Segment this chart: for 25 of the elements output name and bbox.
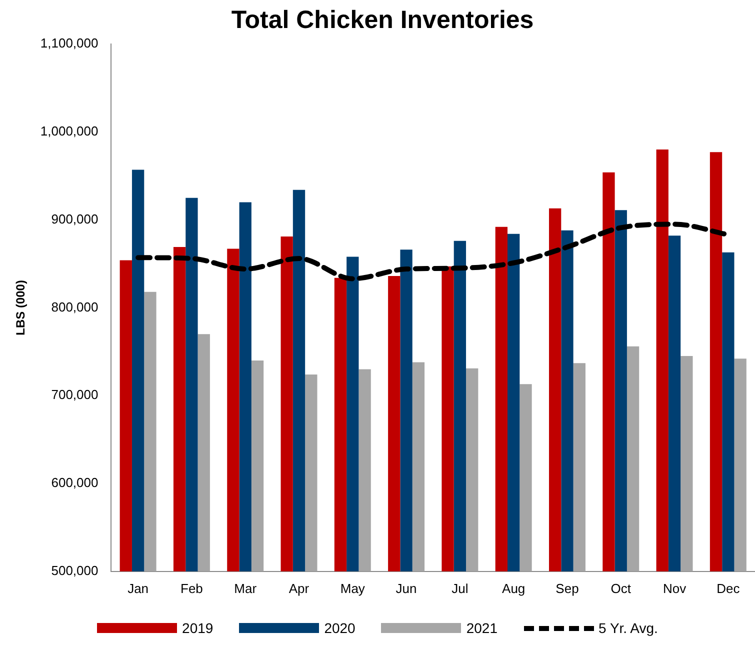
- series-label: 2019: [182, 620, 214, 636]
- x-tick-label: Oct: [610, 580, 632, 596]
- legend-label: 5 Yr. Avg.: [598, 620, 658, 636]
- series-label: 2020: [324, 620, 356, 636]
- y-tick-label: 500,000: [51, 562, 98, 578]
- x-tick-label: Jul: [452, 580, 468, 596]
- y-tick-label: 900,000: [51, 211, 98, 226]
- x-tick-label: Jun: [396, 580, 417, 596]
- x-tick-label: Sep: [556, 580, 579, 596]
- x-tick-label: Apr: [288, 580, 310, 596]
- y-tick-label: 1,000,000: [40, 123, 98, 138]
- series-label: 2021: [466, 620, 498, 636]
- y-tick-label: 800,000: [51, 299, 98, 314]
- x-tick-label: May: [340, 580, 366, 596]
- y-tick-label: 700,000: [51, 387, 98, 402]
- x-tick-label: Jan: [128, 580, 149, 596]
- x-tick-label: Mar: [234, 580, 258, 596]
- y-axis-title: LBS (000): [14, 280, 28, 336]
- chart-title: Total Chicken Inventories: [231, 6, 534, 34]
- x-tick-label: Aug: [502, 580, 526, 596]
- y-tick-label: 600,000: [51, 475, 98, 490]
- x-tick-label: Feb: [180, 580, 203, 596]
- y-tick-label: 1,100,000: [40, 36, 98, 51]
- x-tick-label: Dec: [716, 580, 740, 596]
- x-tick-label: Nov: [662, 580, 687, 596]
